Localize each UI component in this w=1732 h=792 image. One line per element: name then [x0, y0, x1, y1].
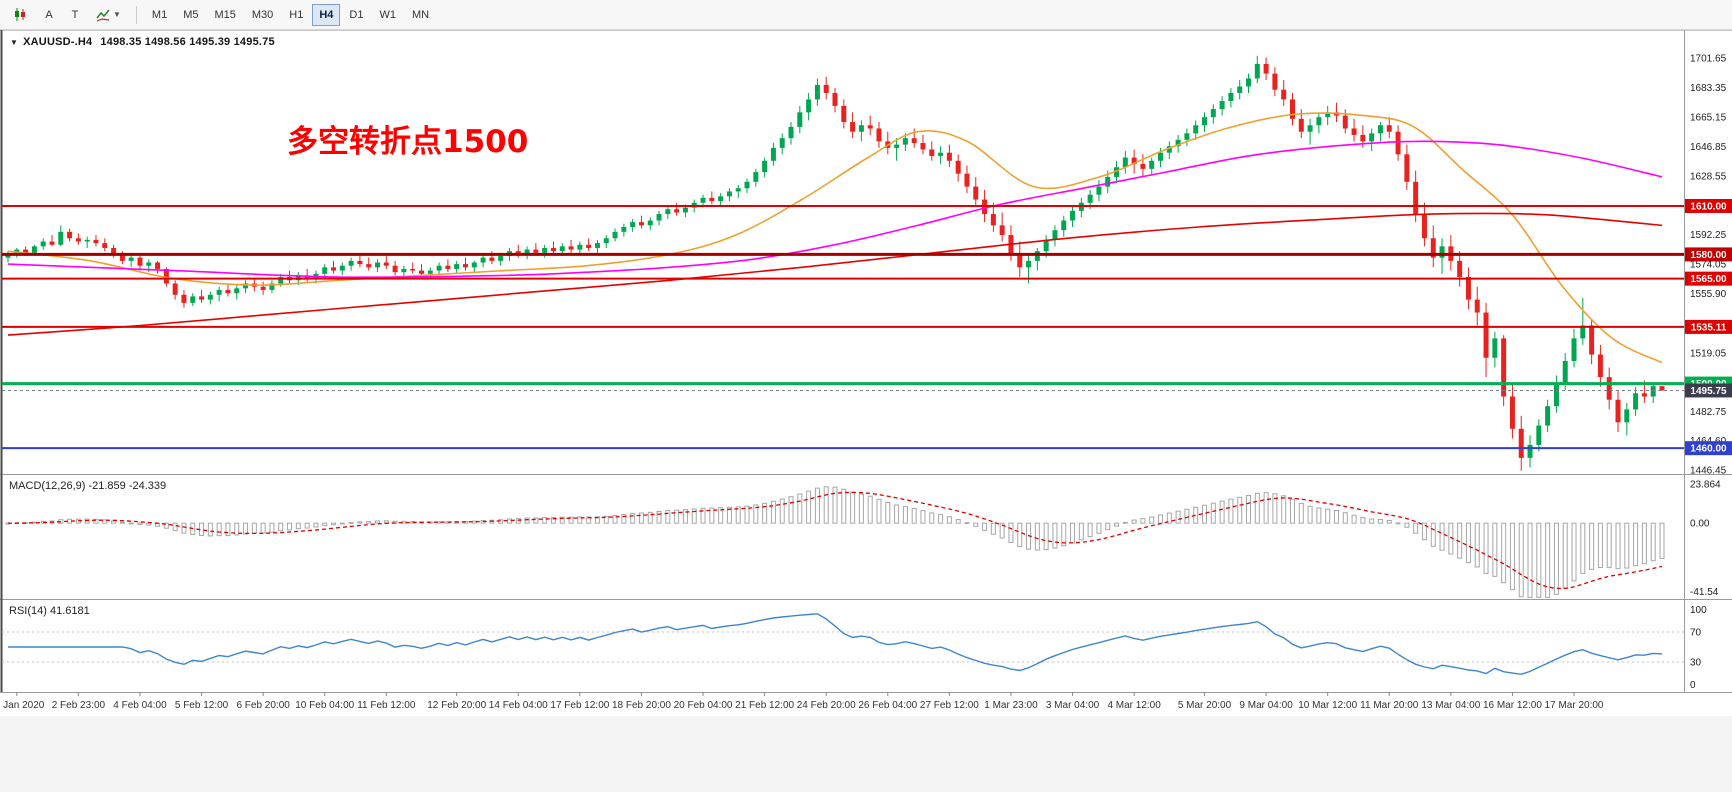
toolbar-separator: [135, 5, 137, 24]
candles-layer: [5, 55, 1665, 471]
ma-mid-line: [7, 140, 1663, 279]
price-tick-label: 1683.35: [1690, 83, 1727, 94]
time-label: 6 Feb 20:00: [236, 700, 290, 711]
rsi-axis-label: 30: [1690, 658, 1702, 669]
time-label: 10 Mar 12:00: [1298, 700, 1357, 711]
price-tick-label: 1646.85: [1690, 142, 1727, 153]
timeframe-button-h1[interactable]: H1: [282, 4, 310, 26]
svg-text:1495.75: 1495.75: [1690, 386, 1727, 397]
time-label: 5 Mar 20:00: [1178, 700, 1232, 711]
svg-text:1535.11: 1535.11: [1691, 322, 1727, 333]
price-tag-1535.11: 1535.11: [1685, 319, 1732, 334]
time-label: 4 Feb 04:00: [113, 700, 167, 711]
current-price-tag: 1495.75: [1685, 383, 1732, 398]
chart-background: [0, 0, 1732, 716]
time-label: 1 Mar 23:00: [984, 700, 1038, 711]
timeframe-button-m1[interactable]: M1: [145, 4, 174, 26]
price-tick-label: 1701.65: [1690, 54, 1727, 65]
timeframe-button-m30[interactable]: M30: [245, 4, 280, 26]
price-tick-label: 1446.45: [1690, 466, 1727, 477]
chart-tools-icon[interactable]: [6, 4, 35, 26]
macd-label: MACD(12,26,9) -21.859 -24.339: [9, 480, 167, 492]
candlestick-glyph: [15, 8, 25, 21]
price-tag-1580.00: 1580.00: [1685, 247, 1732, 262]
text-tool-button[interactable]: A: [37, 4, 61, 26]
rsi-line: [8, 613, 1663, 676]
rsi-axis-label: 100: [1690, 605, 1707, 616]
price-tick-label: 1665.15: [1690, 112, 1727, 123]
time-label: 9 Mar 04:00: [1239, 700, 1293, 711]
price-tick-label: 1574.05: [1690, 260, 1727, 271]
ma-slow-line: [7, 212, 1663, 336]
price-tag-1565.00: 1565.00: [1685, 271, 1732, 286]
price-tag-1610.00: 1610.00: [1685, 198, 1732, 213]
toolbar: A T ▼ M1 M5 M15 M30 H1 H4 D1 W1 MN: [0, 0, 1732, 30]
timeframe-button-w1[interactable]: W1: [372, 4, 403, 26]
macd-axis-label: 23.864: [1690, 479, 1721, 490]
price-tick-label: 1482.75: [1690, 407, 1727, 418]
indicators-button[interactable]: ▼: [89, 4, 128, 26]
time-label: 18 Feb 20:00: [612, 700, 671, 711]
rsi-axis-label: 70: [1690, 628, 1702, 639]
chart-collapse-icon[interactable]: ▼: [10, 38, 19, 47]
time-axis[interactable]: [0, 692, 1684, 714]
time-label: 11 Feb 12:00: [357, 700, 416, 711]
macd-axis-label: 0.00: [1690, 519, 1710, 530]
time-label: 17 Mar 20:00: [1545, 700, 1604, 711]
price-tick-label: 1592.25: [1690, 230, 1727, 241]
time-label: 2 Feb 23:00: [52, 700, 106, 711]
svg-text:1610.00: 1610.00: [1690, 201, 1727, 212]
svg-text:1565.00: 1565.00: [1690, 274, 1727, 285]
time-label: 26 Feb 04:00: [858, 700, 917, 711]
timeframe-button-mn[interactable]: MN: [405, 4, 436, 26]
price-tick-label: 1519.05: [1690, 348, 1727, 359]
timeframe-button-d1[interactable]: D1: [342, 4, 370, 26]
svg-text:1580.00: 1580.00: [1690, 250, 1727, 261]
indicator-arrows-icon: [96, 9, 110, 22]
timeframe-button-h4[interactable]: H4: [312, 3, 341, 26]
price-tick-label: 1555.90: [1690, 289, 1727, 300]
status-area: [0, 716, 1732, 792]
chart-title: ▼ XAUUSD-.H4 1498.35 1498.56 1495.39 1495.…: [10, 36, 275, 48]
rsi-label: RSI(14) 41.6181: [9, 605, 90, 617]
price-tick-label: 1628.55: [1690, 172, 1727, 183]
macd-axis-label: -41.54: [1690, 587, 1719, 598]
price-axis[interactable]: [1684, 30, 1732, 692]
time-label: 3 Mar 04:00: [1046, 700, 1100, 711]
svg-text:1460.00: 1460.00: [1690, 444, 1727, 455]
time-label: 21 Feb 12:00: [735, 700, 794, 711]
time-label: 12 Feb 20:00: [427, 700, 486, 711]
timeframe-group: M1 M5 M15 M30 H1 H4 D1 W1 MN: [145, 3, 436, 26]
symbol-period-label: XAUUSD-.H4: [23, 36, 93, 48]
time-label: 20 Feb 04:00: [674, 700, 733, 711]
chart-annotation[interactable]: 多空转折点1500: [287, 124, 529, 160]
shape-tool-button[interactable]: T: [63, 4, 87, 26]
rsi-axis-label: 0: [1690, 680, 1696, 691]
time-label: 14 Feb 04:00: [489, 700, 548, 711]
timeframe-button-m15[interactable]: M15: [207, 4, 242, 26]
time-label: 4 Mar 12:00: [1107, 700, 1161, 711]
time-label: 30 Jan 2020: [0, 700, 45, 711]
time-label: 10 Feb 04:00: [295, 700, 354, 711]
dropdown-arrow-icon: ▼: [113, 10, 121, 19]
ma-fast-line: [7, 112, 1663, 364]
time-label: 5 Feb 12:00: [175, 700, 229, 711]
time-label: 16 Mar 12:00: [1483, 700, 1542, 711]
time-label: 17 Feb 12:00: [550, 700, 609, 711]
macd-signal-line: [7, 491, 1663, 590]
time-label: 24 Feb 20:00: [797, 700, 856, 711]
ohlc-values: 1498.35 1498.56 1495.39 1495.75: [100, 36, 275, 48]
time-label: 11 Mar 20:00: [1360, 700, 1419, 711]
macd-histogram: [5, 486, 1665, 598]
time-label: 13 Mar 04:00: [1421, 700, 1480, 711]
time-label: 27 Feb 12:00: [920, 700, 979, 711]
timeframe-button-m5[interactable]: M5: [176, 4, 205, 26]
price-tag-1460.00: 1460.00: [1685, 441, 1732, 456]
